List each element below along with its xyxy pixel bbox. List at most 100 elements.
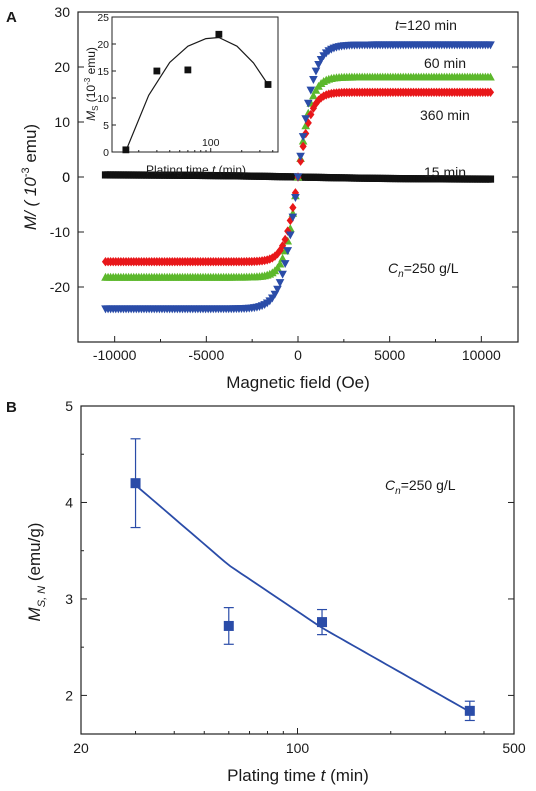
series-360-min xyxy=(101,87,495,267)
data-point xyxy=(307,109,315,120)
panel-b-data-point xyxy=(464,705,475,716)
panel-a-x-tick-label: 0 xyxy=(294,347,302,363)
data-point xyxy=(275,279,285,288)
panel-a-y-tick-label: 20 xyxy=(54,59,70,75)
data-point xyxy=(285,231,295,240)
data-point xyxy=(275,259,285,268)
inset-data-point xyxy=(215,30,223,38)
inset-frame xyxy=(111,16,279,153)
data-point xyxy=(303,99,313,108)
series-label-120: t=120 min xyxy=(395,17,457,33)
inset-data-point xyxy=(153,67,161,75)
series-120-min xyxy=(101,41,495,314)
panel-a-data xyxy=(101,41,495,314)
series-15-min xyxy=(101,171,495,183)
data-point xyxy=(278,270,287,279)
panel-a-y-tick-label: -20 xyxy=(50,279,70,295)
panel-b-data-point xyxy=(223,620,234,631)
panel-a-x-tick-label: -5000 xyxy=(188,347,224,363)
data-point xyxy=(279,241,287,251)
panel-a-x-axis-label: Magnetic field (Oe) xyxy=(226,373,370,392)
series-label-360: 360 min xyxy=(420,107,470,123)
panel-b-fit-curve xyxy=(134,484,471,713)
data-point xyxy=(271,251,279,261)
data-point xyxy=(289,202,297,213)
data-point xyxy=(486,41,495,50)
inset-data-point xyxy=(264,81,272,88)
data-point xyxy=(296,156,305,166)
data-point xyxy=(283,247,293,255)
inset-y-axis-label: MS (10-3 emu) xyxy=(83,47,100,121)
panel-b-frame xyxy=(80,405,515,735)
panel-b: B 20 100 500 2 3 4 5 Plating time t (min) MS, … xyxy=(6,398,526,785)
panel-a-annotation: Cn=250 g/L xyxy=(388,260,459,280)
data-point xyxy=(291,194,300,202)
panel-a-y-label-main: M/ ( 10 xyxy=(21,177,40,230)
panel-a-y-label-unit: emu) xyxy=(21,124,40,167)
panel-b-data-point xyxy=(130,478,141,489)
data-point xyxy=(280,260,290,269)
panel-b-data xyxy=(130,438,475,722)
inset-y-tick-label: 10 xyxy=(97,93,109,105)
panel-a-x-tick-label: 10000 xyxy=(462,347,501,363)
data-point xyxy=(486,175,495,183)
data-point xyxy=(486,87,495,97)
inset-y-tick-label: 0 xyxy=(103,147,109,159)
panel-b-y-tick-label: 4 xyxy=(65,494,73,510)
data-point xyxy=(288,213,298,222)
inset-data-point xyxy=(184,66,192,74)
inset-x-tick-label: 100 xyxy=(202,137,220,149)
data-point xyxy=(317,93,325,103)
panel-a-y-tick-label: 30 xyxy=(54,4,70,20)
panel-a-label: A xyxy=(6,9,17,26)
panel-a-y-label-sup: -3 xyxy=(20,167,32,177)
data-point xyxy=(311,67,321,76)
panel-a-axes: -10000 -5000 0 5000 10000 -20 -10 0 10 20 30 0 xyxy=(50,4,518,363)
panel-a-y-tick-label: 0 xyxy=(62,169,70,185)
data-point xyxy=(298,133,308,142)
data-point xyxy=(273,285,282,294)
panel-b-axes: 20 100 500 2 3 4 5 xyxy=(65,398,526,756)
inset-y-tick-label: 5 xyxy=(103,120,109,132)
panel-a: A -10000 -5000 0 5000 10000 -20 -10 0 10 20 30 0 Ma… xyxy=(6,4,519,392)
panel-b-x-tick-label: 100 xyxy=(286,740,310,756)
panel-b-x-axis-label: Plating time t (min) xyxy=(227,766,369,785)
panel-b-y-tick-label: 5 xyxy=(65,398,73,414)
panel-b-label: B xyxy=(6,399,17,416)
series-label-15: 15 min xyxy=(424,164,466,180)
panel-a-y-axis-label: M/ ( 10-3 emu) xyxy=(20,124,40,230)
series-60-min xyxy=(101,72,495,281)
inset-y-tick-label: 25 xyxy=(97,12,109,24)
data-point xyxy=(309,76,318,84)
panel-a-y-tick-label: -10 xyxy=(50,224,70,240)
data-point xyxy=(301,115,311,124)
panel-a-y-tick-label: 10 xyxy=(54,114,70,130)
panel-a-x-tick-label: -10000 xyxy=(93,347,137,363)
inset-y-tick-label: 15 xyxy=(97,66,109,78)
data-point xyxy=(268,253,276,263)
panel-b-y-axis-label: MS, N (emu/g) xyxy=(25,523,48,622)
data-point xyxy=(273,263,282,272)
panel-b-x-tick-label: 500 xyxy=(502,740,526,756)
inset-x-axis-label: Plating time t (min) xyxy=(146,163,246,177)
data-point xyxy=(309,103,317,113)
inset-y-tick-label: 20 xyxy=(97,39,109,51)
data-point xyxy=(311,85,321,94)
panel-b-y-tick-label: 3 xyxy=(65,591,73,607)
data-point xyxy=(281,234,289,245)
inset-axes: 0 5 10 15 20 25 100 xyxy=(97,12,274,159)
data-point xyxy=(306,86,316,95)
panel-a-y-tick-label: 0 xyxy=(62,169,70,185)
panel-a-x-tick-label: 5000 xyxy=(374,347,405,363)
data-point xyxy=(309,91,318,100)
inset-data-point xyxy=(122,146,130,154)
inset-fit-curve xyxy=(125,36,269,152)
panel-b-data-point xyxy=(317,617,328,628)
data-point xyxy=(486,72,495,81)
inset-data xyxy=(122,30,272,154)
data-point xyxy=(299,141,307,152)
data-point xyxy=(278,253,287,262)
data-point xyxy=(293,173,303,182)
data-point xyxy=(296,152,305,161)
series-label-60: 60 min xyxy=(424,55,466,71)
